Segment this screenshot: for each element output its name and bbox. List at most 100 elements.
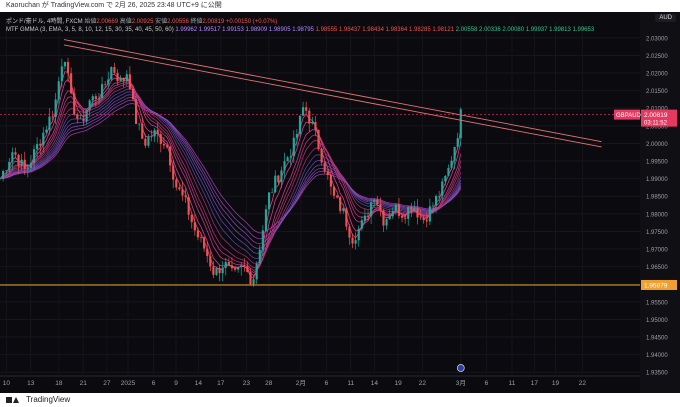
candle-body — [298, 115, 302, 135]
legend-open: 2.00669 — [96, 19, 119, 25]
x-tick-label: 2025 — [121, 380, 136, 387]
candle-body — [45, 129, 48, 133]
candle-body — [20, 159, 23, 166]
candle-body — [302, 107, 305, 116]
candle-body — [2, 170, 5, 179]
currency-badge[interactable]: AUD — [655, 14, 676, 22]
candle-body — [394, 204, 397, 211]
legend-low: 2.00556 — [167, 19, 189, 25]
legend-open-label: 始値 — [84, 19, 97, 25]
gmma-long-line — [0, 97, 462, 245]
candle-body — [261, 230, 264, 250]
candle-body — [441, 181, 444, 196]
candle-body — [48, 116, 51, 130]
y-tick-label: 1.94500 — [646, 336, 668, 342]
candle-body — [332, 186, 336, 196]
candle-body — [410, 206, 413, 211]
candle-body — [434, 195, 438, 206]
candle-body — [113, 67, 116, 73]
candle-body — [320, 148, 323, 163]
x-tick-label: 19 — [394, 380, 402, 387]
candle-body — [252, 279, 255, 285]
candle-body — [388, 216, 391, 220]
candle-body — [292, 137, 295, 157]
legend-change: +0.00150 (+0.07%) — [225, 19, 278, 25]
x-tick-label: 14 — [371, 380, 379, 387]
candle-body — [63, 62, 67, 67]
x-tick-label: 6 — [325, 380, 329, 387]
candle-body — [280, 170, 283, 183]
candle-body — [73, 93, 76, 115]
y-tick-label: 1.97500 — [646, 230, 668, 236]
gmma-long-line — [0, 94, 462, 249]
publish-header: Kaoruchan が TradingView.com で 2月 26, 202… — [0, 0, 680, 12]
candle-body — [29, 162, 33, 168]
candle-body — [382, 210, 385, 226]
y-tick-label: 1.98000 — [646, 212, 668, 218]
candle-body — [60, 66, 63, 82]
candle-body — [230, 265, 234, 269]
economic-event-icon — [456, 364, 465, 372]
price-tag — [641, 109, 677, 127]
candle-body — [110, 67, 113, 80]
candle-body — [150, 136, 153, 138]
candle-body — [17, 154, 20, 166]
candlestick-chart[interactable]: 1.935001.940001.945001.950001.955001.960… — [0, 12, 680, 393]
candle-body — [438, 195, 441, 197]
candle-body — [357, 228, 360, 241]
candle-body — [240, 265, 243, 268]
candle-body — [425, 220, 428, 222]
candle-body — [428, 206, 431, 222]
legend-indicator-values-1: 1.99962 1.99517 1.99153 1.98909 1.98905 … — [175, 27, 314, 33]
candle-body — [459, 109, 462, 139]
legend-close-label: 終値 — [190, 19, 203, 25]
candle-body — [172, 165, 175, 180]
y-tick-label: 1.97000 — [646, 248, 668, 254]
candle-body — [131, 88, 135, 100]
candle-body — [373, 199, 376, 203]
candle-body — [326, 171, 329, 176]
symbol-tag — [614, 109, 640, 120]
candle-body — [203, 237, 206, 249]
candle-body — [422, 217, 425, 221]
candle-body — [444, 175, 447, 182]
legend-symbol-row: ポンド/豪ドル, 4時間, FXCM 始値2.00669 高値2.00925 安… — [6, 18, 594, 26]
price-tag-label: 2.00819 — [644, 112, 668, 119]
candle-body — [289, 156, 292, 158]
x-tick-label: 17 — [531, 380, 539, 387]
candle-body — [104, 84, 107, 85]
candle-body — [66, 62, 70, 74]
candle-body — [209, 256, 212, 267]
candle-body — [450, 160, 453, 168]
chart-area[interactable]: 1.935001.940001.945001.950001.955001.960… — [0, 12, 680, 393]
candle-body — [246, 266, 249, 273]
candle-body — [88, 100, 91, 111]
candle-body — [363, 215, 367, 221]
candle-body — [57, 81, 60, 100]
candle-body — [317, 129, 320, 149]
candle-body — [181, 189, 184, 196]
legend-high: 2.00925 — [131, 19, 154, 25]
candle-body — [196, 230, 200, 238]
candle-body — [206, 248, 209, 257]
gmma-long-line — [0, 99, 462, 240]
candle-body — [175, 179, 178, 188]
candle-body — [314, 122, 317, 130]
candle-body — [218, 267, 221, 274]
candle-body — [190, 214, 193, 223]
legend-high-label: 高値 — [119, 19, 132, 25]
y-tick-label: 2.00500 — [646, 124, 668, 130]
candle-body — [162, 143, 165, 146]
candle-body — [308, 110, 311, 124]
candle-body — [178, 187, 181, 190]
y-tick-label: 1.98500 — [646, 195, 668, 201]
candle-body — [379, 204, 382, 211]
trendline — [63, 44, 602, 148]
chart-legend: ポンド/豪ドル, 4時間, FXCM 始値2.00669 高値2.00925 安… — [6, 18, 594, 34]
x-tick-label: 11 — [509, 380, 516, 387]
candle-body — [54, 99, 57, 118]
candle-body — [311, 122, 314, 124]
candle-body — [274, 175, 277, 193]
candle-body — [169, 146, 172, 166]
y-tick-label: 1.95500 — [646, 300, 668, 306]
